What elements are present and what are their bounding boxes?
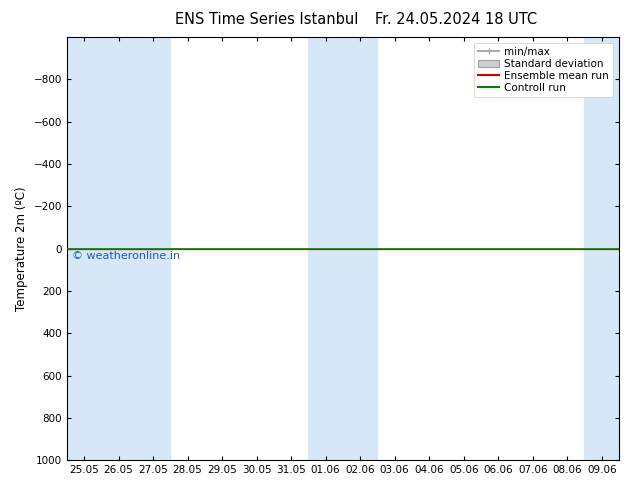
Text: © weatheronline.in: © weatheronline.in: [72, 251, 181, 261]
Bar: [343, 37, 377, 460]
Bar: [308, 37, 343, 460]
Legend: min/max, Standard deviation, Ensemble mean run, Controll run: min/max, Standard deviation, Ensemble me…: [474, 43, 613, 97]
Bar: [136, 37, 171, 460]
Bar: [67, 37, 101, 460]
Text: Fr. 24.05.2024 18 UTC: Fr. 24.05.2024 18 UTC: [375, 12, 538, 27]
Y-axis label: Temperature 2m (ºC): Temperature 2m (ºC): [15, 186, 28, 311]
Bar: [101, 37, 136, 460]
Text: ENS Time Series Istanbul: ENS Time Series Istanbul: [174, 12, 358, 27]
Bar: [585, 37, 619, 460]
